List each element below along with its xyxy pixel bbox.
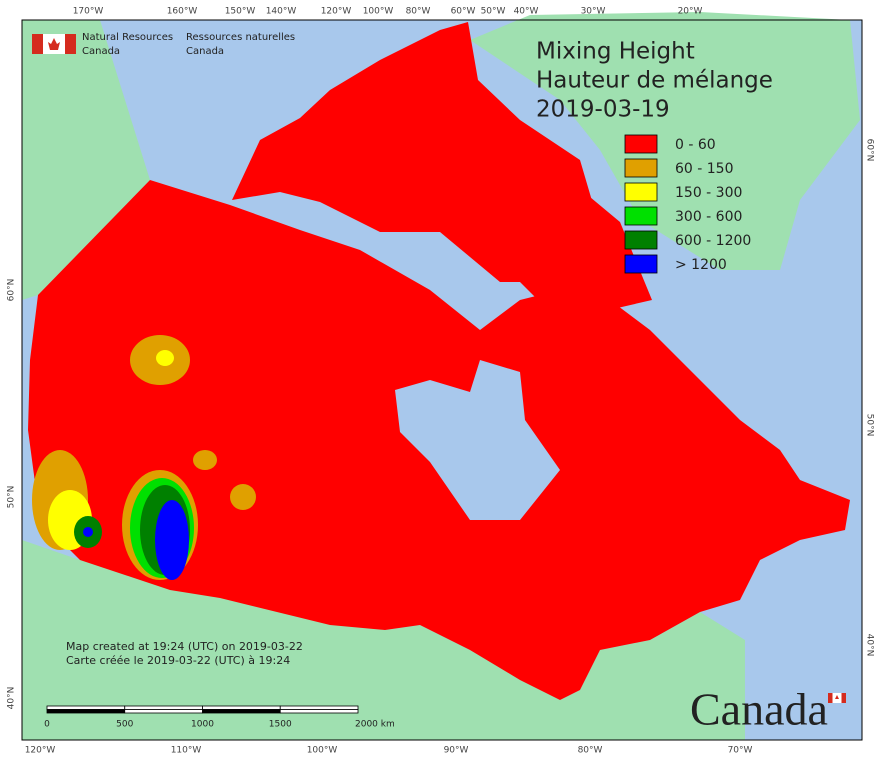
graticule-label: 120°W <box>321 7 352 17</box>
legend-label: 150 - 300 <box>675 185 742 201</box>
graticule-label: 170°W <box>73 7 104 17</box>
legend-swatch <box>624 230 658 250</box>
scale-segment <box>46 709 126 714</box>
dept-en: Canada <box>82 46 120 57</box>
graticule-label: 150°W <box>225 7 256 17</box>
plume <box>83 527 93 537</box>
dept-en: Natural Resources <box>82 32 173 43</box>
legend-swatch <box>624 158 658 178</box>
dept-fr: Ressources naturelles <box>186 32 295 43</box>
scale-segment <box>202 709 281 714</box>
scale-label: 2000 km <box>355 720 395 730</box>
note: Map created at 19:24 (UTC) on 2019-03-22 <box>66 640 303 653</box>
scale-segment <box>124 705 203 710</box>
legend-swatch <box>624 254 658 274</box>
graticule-label: 60°N <box>865 139 875 162</box>
title-date: 2019-03-19 <box>536 97 670 123</box>
note: Carte créée le 2019-03-22 (UTC) à 19:24 <box>66 654 290 667</box>
legend-swatch <box>624 182 658 202</box>
legend-label: 600 - 1200 <box>675 233 751 249</box>
graticule-label: 50°N <box>865 414 875 437</box>
scale-segment <box>279 705 359 710</box>
plume <box>193 450 217 470</box>
legend-label: 300 - 600 <box>675 209 742 225</box>
graticule-label: 50°N <box>7 486 17 509</box>
scale-label: 1500 <box>269 720 292 730</box>
scale-label: 500 <box>116 720 133 730</box>
wordmark: Canada <box>690 684 828 735</box>
title: Hauteur de mélange <box>536 68 773 94</box>
map-area <box>22 12 862 740</box>
arctic-islands <box>232 22 610 282</box>
plume <box>230 484 256 510</box>
legend-label: 60 - 150 <box>675 161 734 177</box>
scale-label: 1000 <box>191 720 214 730</box>
legend-swatch <box>624 206 658 226</box>
scale-label: 0 <box>44 720 50 730</box>
graticule-label: 60°W <box>451 7 476 17</box>
graticule-label: 40°N <box>7 687 17 710</box>
scale-segment <box>202 705 281 710</box>
graticule-label: 80°W <box>578 746 603 756</box>
plume <box>155 500 189 580</box>
graticule-label: 70°W <box>728 746 753 756</box>
dept-fr: Canada <box>186 46 224 57</box>
graticule-label: 40°W <box>514 7 539 17</box>
baffin-island <box>500 172 652 312</box>
legend-label: 0 - 60 <box>675 137 716 153</box>
legend-label: > 1200 <box>675 257 727 273</box>
graticule-label: 80°W <box>406 7 431 17</box>
graticule-label: 100°W <box>363 7 394 17</box>
scale-segment <box>46 705 126 710</box>
graticule-label: 100°W <box>307 746 338 756</box>
alaska <box>22 20 150 300</box>
graticule-label: 140°W <box>266 7 297 17</box>
title: Mixing Height <box>536 39 695 65</box>
graticule-label: 90°W <box>444 746 469 756</box>
graticule-label: 120°W <box>25 746 56 756</box>
graticule-label: 50°W <box>481 7 506 17</box>
graticule-label: 160°W <box>167 7 198 17</box>
graticule-label: 20°W <box>678 7 703 17</box>
graticule-label: 60°N <box>7 279 17 302</box>
legend-swatch <box>624 134 658 154</box>
plume <box>156 350 174 366</box>
nrcan-flag <box>32 34 76 54</box>
wordmark-flag <box>828 693 846 703</box>
greenland <box>470 12 860 270</box>
graticule-label: 110°W <box>171 746 202 756</box>
hudson-bay <box>395 360 560 520</box>
united-states <box>22 540 745 740</box>
graticule-label: 30°W <box>581 7 606 17</box>
scale-segment <box>279 709 359 714</box>
graticule-label: 40°N <box>865 634 875 657</box>
scale-segment <box>124 709 203 714</box>
map-frame <box>21 19 863 741</box>
